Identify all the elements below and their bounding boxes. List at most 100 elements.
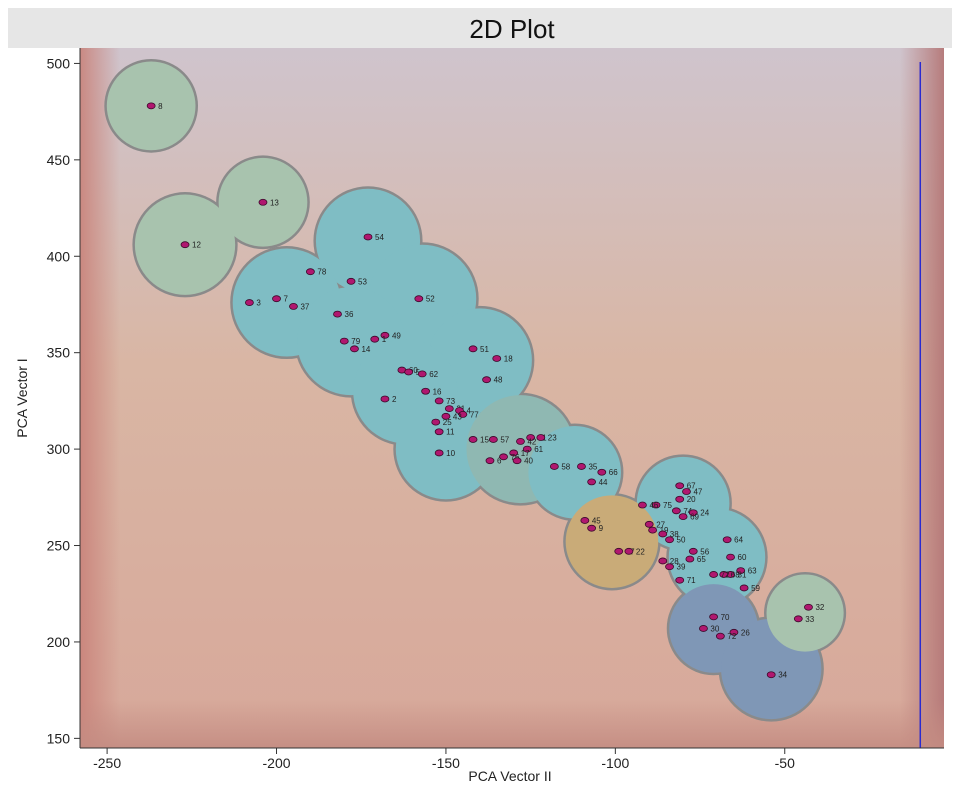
data-point-26 bbox=[458, 410, 468, 418]
data-point-2 bbox=[180, 241, 190, 249]
x-tick-label-3: -100 bbox=[601, 755, 629, 771]
cluster-region-17 bbox=[766, 574, 844, 652]
x-tick-label-4: -50 bbox=[775, 755, 795, 771]
point-label-3: 54 bbox=[375, 233, 384, 242]
data-point-31 bbox=[488, 436, 498, 443]
point-label-44: 44 bbox=[599, 478, 608, 487]
data-point-3 bbox=[363, 233, 373, 241]
data-point-8 bbox=[272, 295, 281, 303]
data-point-49 bbox=[638, 501, 647, 509]
y-tick-label-4: 350 bbox=[47, 345, 71, 361]
point-label-29: 11 bbox=[446, 428, 455, 437]
data-point-12 bbox=[370, 335, 380, 343]
data-point-50 bbox=[671, 507, 681, 515]
point-label-15: 51 bbox=[480, 345, 489, 354]
point-label-39: 6 bbox=[497, 457, 502, 466]
data-point-59 bbox=[722, 536, 732, 544]
point-label-5: 53 bbox=[358, 277, 367, 286]
data-point-38 bbox=[499, 453, 508, 461]
data-point-1 bbox=[258, 198, 268, 206]
data-point-52 bbox=[678, 513, 688, 520]
point-label-65: 65 bbox=[697, 555, 706, 564]
point-label-72: 59 bbox=[751, 584, 760, 593]
data-point-19 bbox=[417, 370, 427, 378]
x-tick-label-2: -150 bbox=[432, 755, 460, 771]
point-label-41: 58 bbox=[561, 462, 570, 471]
data-point-65 bbox=[685, 555, 695, 563]
point-label-20: 48 bbox=[494, 376, 503, 385]
data-point-23 bbox=[434, 397, 444, 405]
point-label-1: 13 bbox=[270, 198, 279, 207]
point-label-78: 72 bbox=[727, 632, 736, 641]
point-label-43: 66 bbox=[609, 468, 618, 477]
data-point-64 bbox=[658, 557, 668, 565]
y-tick-label-5: 400 bbox=[47, 248, 71, 264]
point-label-67: 63 bbox=[748, 567, 757, 576]
data-point-37 bbox=[434, 449, 444, 457]
point-label-71: 71 bbox=[687, 576, 696, 585]
cluster-region-11 bbox=[528, 425, 621, 519]
point-label-48: 75 bbox=[663, 501, 672, 510]
data-point-7 bbox=[245, 299, 254, 306]
point-label-22: 2 bbox=[392, 395, 397, 404]
data-point-44 bbox=[587, 478, 597, 486]
point-label-73: 32 bbox=[815, 603, 824, 612]
data-point-60 bbox=[688, 547, 698, 555]
data-point-63 bbox=[726, 553, 735, 561]
point-label-14: 14 bbox=[361, 345, 370, 354]
y-axis-label: PCA Vector I bbox=[14, 358, 30, 437]
data-point-16 bbox=[492, 355, 502, 362]
point-label-9: 37 bbox=[300, 302, 309, 311]
data-point-39 bbox=[485, 457, 495, 465]
data-point-34 bbox=[516, 437, 525, 445]
point-label-58: 50 bbox=[677, 536, 686, 545]
data-point-48 bbox=[651, 501, 661, 509]
data-point-11 bbox=[380, 331, 390, 339]
y-tick-label-7: 500 bbox=[47, 55, 71, 71]
point-label-13: 79 bbox=[351, 337, 360, 346]
x-tick-label-1: -200 bbox=[263, 755, 291, 771]
point-label-36: 17 bbox=[521, 449, 530, 458]
data-point-62 bbox=[624, 547, 634, 555]
y-tick-label-6: 450 bbox=[47, 152, 71, 168]
point-label-60: 56 bbox=[700, 547, 709, 556]
data-point-21 bbox=[421, 387, 431, 395]
data-point-10 bbox=[333, 310, 342, 318]
point-label-21: 16 bbox=[433, 387, 442, 396]
data-point-33 bbox=[536, 434, 546, 441]
data-point-30 bbox=[468, 436, 478, 443]
data-point-46 bbox=[682, 488, 691, 495]
data-point-29 bbox=[434, 428, 444, 436]
data-point-71 bbox=[675, 576, 685, 584]
point-label-76: 30 bbox=[710, 624, 719, 633]
point-label-62: 22 bbox=[636, 547, 645, 556]
data-point-79 bbox=[766, 671, 776, 679]
point-label-27: 43 bbox=[453, 412, 462, 421]
data-point-28 bbox=[431, 418, 441, 426]
data-point-51 bbox=[688, 509, 698, 517]
data-point-5 bbox=[346, 277, 356, 285]
data-point-20 bbox=[482, 376, 491, 384]
data-point-35 bbox=[522, 445, 532, 453]
data-point-42 bbox=[577, 463, 586, 470]
point-label-38: 76 bbox=[511, 453, 520, 462]
point-label-53: 45 bbox=[592, 516, 601, 525]
point-label-23: 73 bbox=[446, 397, 455, 406]
point-label-70: 72 bbox=[721, 570, 730, 579]
data-point-75 bbox=[709, 613, 718, 621]
point-label-26: 77 bbox=[470, 410, 479, 419]
data-point-74 bbox=[793, 615, 803, 623]
point-label-28: 25 bbox=[443, 418, 452, 427]
point-label-59: 64 bbox=[734, 536, 743, 545]
data-point-66 bbox=[665, 563, 674, 571]
data-point-36 bbox=[509, 449, 519, 457]
point-label-63: 60 bbox=[738, 553, 747, 562]
data-point-40 bbox=[512, 457, 522, 465]
point-label-57: 38 bbox=[670, 530, 679, 539]
data-point-9 bbox=[289, 303, 298, 310]
data-point-41 bbox=[549, 463, 559, 470]
point-label-52: 69 bbox=[690, 513, 699, 522]
point-label-7: 3 bbox=[256, 299, 261, 308]
